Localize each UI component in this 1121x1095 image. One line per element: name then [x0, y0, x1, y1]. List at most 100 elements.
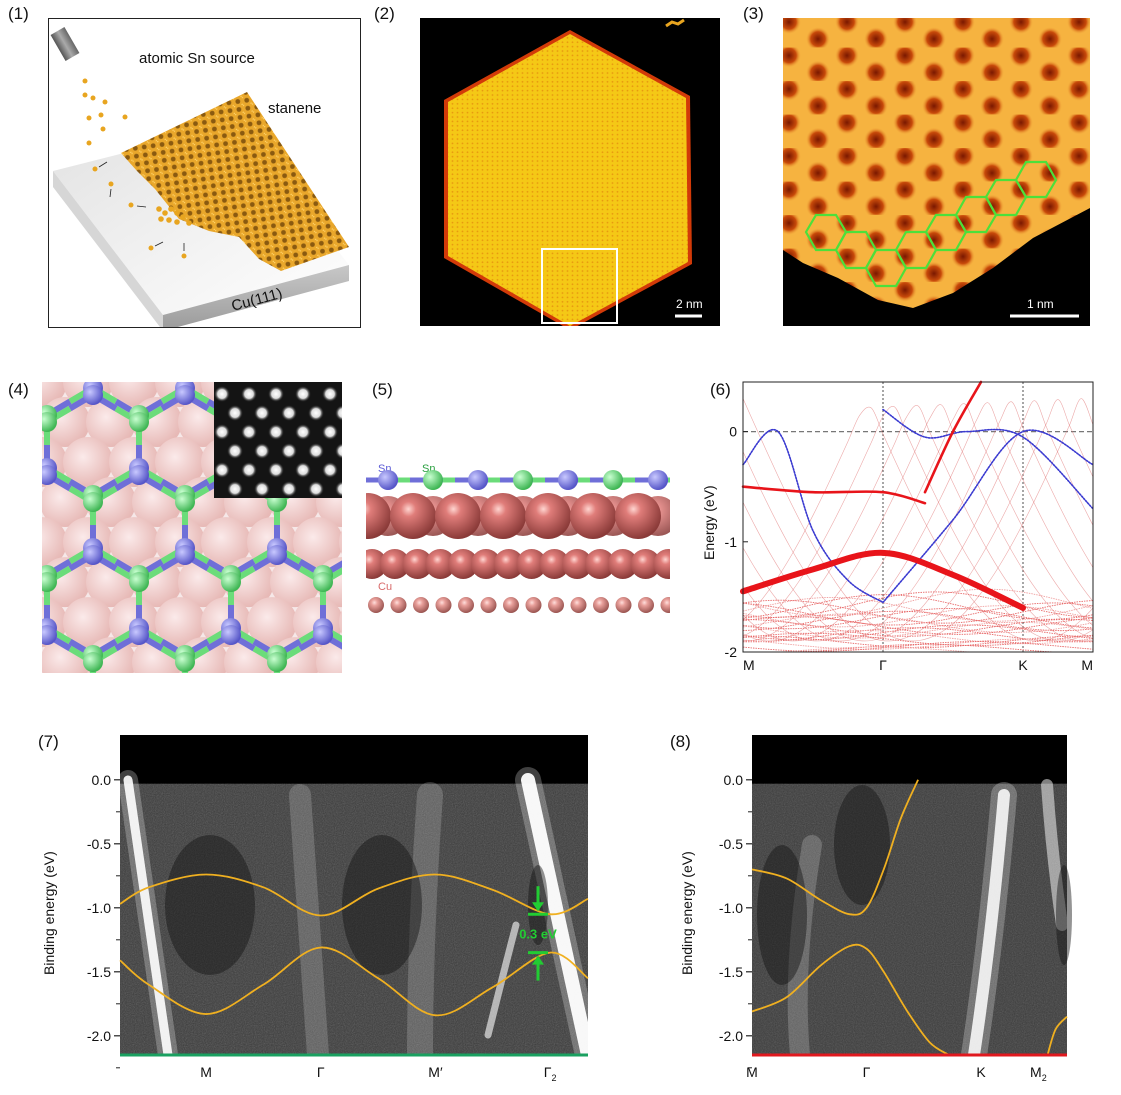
- dark-region-0: [834, 785, 890, 905]
- cu-atom-deep: [660, 597, 677, 613]
- panel-8-label: (8): [670, 732, 691, 751]
- panel-3-stm-zoom: 1 nm: [783, 18, 1090, 326]
- x-tick-label: Γ: [317, 1064, 325, 1080]
- sn-blue-atom: [558, 470, 578, 490]
- honeycomb-overlay: [804, 160, 1058, 288]
- fit-line-0: [751, 779, 919, 916]
- dispersive-band: [742, 404, 1094, 642]
- bulk-band: [742, 638, 1094, 650]
- sn-blue-atom: [83, 385, 103, 405]
- x-tick-label: M: [200, 1064, 212, 1080]
- cu-atom-deep: [368, 597, 384, 613]
- cu-atom-middle: [425, 549, 456, 579]
- panel-1-schematic: atomic Sn source stanene Cu(111): [48, 18, 361, 331]
- x-tick-label: M: [1081, 657, 1093, 673]
- panel-5-side-view-model: Sn Sn Cu: [345, 460, 723, 620]
- x-tick-label: M: [743, 657, 755, 673]
- plot-frame: [742, 381, 1094, 653]
- panel-6-label: (6): [710, 380, 731, 399]
- panel-2-label: (2): [374, 4, 395, 23]
- bright-band-0: [123, 775, 173, 1060]
- panel-2-stm-image: 2 nm: [420, 18, 720, 330]
- y-tick-label: -2.0: [87, 1028, 111, 1044]
- bulk-band: [742, 635, 1094, 648]
- arpes-noise: [120, 783, 588, 1055]
- cu-atom-top: [570, 493, 616, 539]
- cu-atom-deep: [413, 597, 429, 613]
- bulk-band: [742, 608, 1094, 630]
- x-tick-label: K: [976, 1064, 986, 1080]
- bright-band-3: [1041, 779, 1068, 931]
- dft-band-chart: 0 -1 -2 M Γ K M Energy (eV): [701, 380, 1094, 673]
- x-tick-label: K: [1018, 657, 1028, 673]
- y-tick-label: -1: [725, 534, 738, 550]
- arpes-intensity-7: [118, 735, 601, 1068]
- band-series-4: [741, 485, 927, 505]
- panel-7-arpes: 0.0 -0.5 -1.0 -1.5 -2.0 M Γ M′ Γ2 Binding energy…: [30, 730, 601, 1090]
- growth-schematic: atomic Sn source stanene Cu(111): [50, 27, 349, 331]
- diffusion-arrows: [98, 161, 185, 251]
- sn-blue-atom: [83, 545, 103, 565]
- dispersive-band: [742, 398, 1094, 642]
- cu-atom-deep: [458, 597, 474, 613]
- cu-atom-middle: [448, 549, 479, 579]
- panel-7-label: (7): [38, 732, 59, 751]
- sn-green-atom: [129, 572, 149, 592]
- y-tick-label: -2.0: [719, 1028, 743, 1044]
- x-tick-label: Γ: [863, 1064, 871, 1080]
- sn-blue-atom: [648, 470, 668, 490]
- y-tick-label: 0.0: [724, 772, 744, 788]
- x-tick-label: M2: [1030, 1064, 1047, 1083]
- band-series-1: [882, 408, 1094, 510]
- arpes-chart-7: 0.0 -0.5 -1.0 -1.5 -2.0 M Γ M′ Γ2 Binding energy…: [41, 735, 601, 1083]
- sn-green-atom: [42, 412, 57, 432]
- cu-atom-deep: [390, 597, 407, 613]
- cu-atom-middle: [516, 549, 547, 579]
- sn-blue-atom: [175, 545, 195, 565]
- sn-green-atom: [175, 492, 195, 512]
- bright-band-2: [521, 773, 595, 1062]
- zoom-region-box: [541, 248, 618, 324]
- sn-green-atom: [267, 652, 287, 672]
- y-tick-label: -2: [725, 644, 738, 660]
- sn-green-atom: [129, 412, 149, 432]
- y-tick-label: -1.5: [87, 964, 111, 980]
- sn-green-atom: [42, 572, 57, 592]
- bright-band-3: [515, 767, 601, 1068]
- cu-atom-deep: [638, 597, 654, 613]
- sn-blue-atom: [313, 625, 333, 645]
- bright-band-6: [407, 782, 443, 1068]
- band-series-2: [882, 429, 1094, 604]
- sn-source-nozzle-icon: [50, 27, 80, 61]
- bright-band-1: [118, 770, 178, 1065]
- dispersive-band: [742, 402, 1094, 642]
- sn-blue-atom: [129, 625, 149, 645]
- bright-band-2: [787, 835, 822, 1065]
- cu-atom-top: [615, 493, 661, 539]
- cu-atom-middle: [630, 549, 661, 579]
- sn-blue-atom: [468, 470, 488, 490]
- cu-atom-middle: [539, 549, 570, 579]
- dispersive-band: [742, 401, 1094, 642]
- sn-green-atom: [603, 470, 623, 490]
- sn-blue-atom: [378, 470, 398, 490]
- sn-blue-atom: [267, 545, 287, 565]
- x-tick-label: Γ2: [544, 1064, 557, 1083]
- cu-atom-deep: [548, 597, 564, 613]
- stm-hexagon-island: 2 nm: [444, 18, 703, 330]
- sn-green-atom: [513, 470, 533, 490]
- cu-atom-middle: [562, 549, 593, 579]
- cu-label: Cu: [378, 581, 392, 593]
- sn-blue-atom: [42, 625, 57, 645]
- bright-band-0: [968, 789, 1010, 1061]
- band-series-3: [740, 549, 1026, 611]
- arpes-chart-8: 0.0 -0.5 -1.0 -1.5 -2.0 M Γ K M2 Binding energy …: [679, 735, 1072, 1083]
- scalebar-2-label: 2 nm: [676, 297, 703, 311]
- stanene-film: [121, 92, 349, 271]
- gap-annotation: 0.3 eV: [519, 886, 557, 981]
- cu-atom-middle: [607, 549, 638, 579]
- y-tick-label: -1.0: [719, 900, 743, 916]
- dark-region-2: [1056, 865, 1072, 965]
- panel-4-label: (4): [8, 380, 29, 399]
- cu-atom-deep: [525, 597, 542, 613]
